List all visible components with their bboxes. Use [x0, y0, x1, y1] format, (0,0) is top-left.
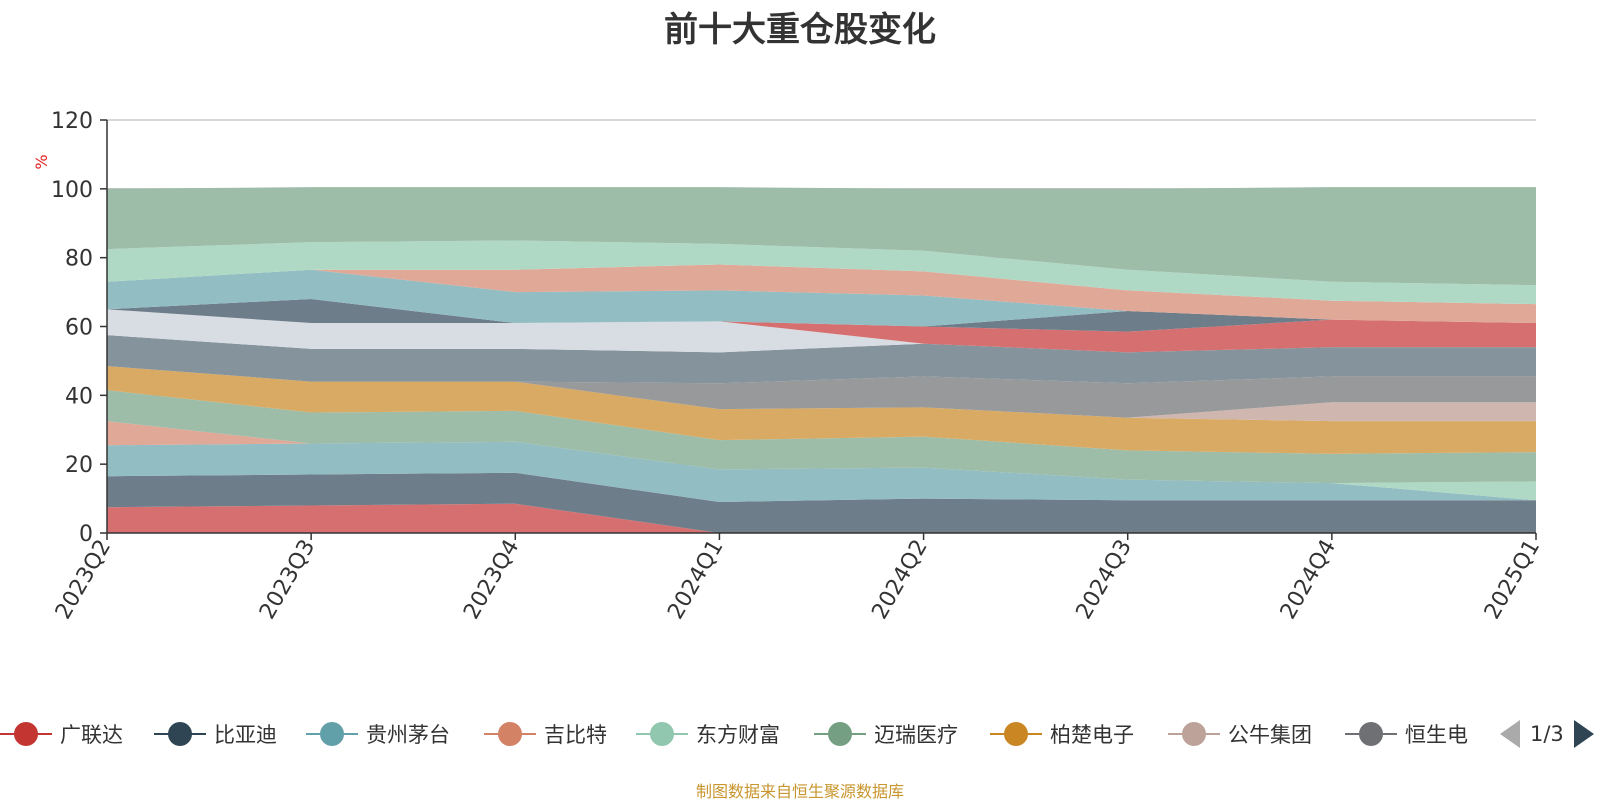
y-axis-label: % [32, 154, 51, 169]
legend-item[interactable]: 贵州茅台 [306, 716, 450, 752]
x-tick-label: 2023Q4 [459, 536, 524, 624]
source-note: 制图数据来自恒生聚源数据库 [695, 782, 904, 800]
legend-label: 比亚迪 [214, 723, 277, 747]
legend-label: 吉比特 [544, 723, 607, 747]
x-tick-label: 2025Q1 [1480, 536, 1545, 624]
y-tick-label: 20 [65, 453, 93, 478]
legend-label: 广联达 [60, 723, 123, 747]
legend-marker-icon [154, 721, 206, 747]
area-series-2 [107, 441, 1536, 503]
x-tick-label: 2024Q4 [1276, 536, 1341, 624]
area-series-9 [107, 335, 1536, 384]
x-tick-label: 2024Q2 [867, 536, 932, 624]
legend-marker-icon [814, 721, 866, 747]
legend-item[interactable]: 迈瑞医疗 [814, 716, 958, 752]
area-series-1 [107, 472, 1536, 533]
y-tick-label: 80 [65, 247, 93, 272]
legend-item[interactable]: 公牛集团 [1168, 716, 1312, 752]
legend-next-icon[interactable] [1573, 720, 1594, 748]
legend-item[interactable]: 东方财富 [636, 716, 780, 752]
legend-prev-icon[interactable] [1500, 720, 1520, 748]
area-series-12 [107, 298, 1536, 332]
area-series-15 [107, 240, 1536, 305]
chart-title: 前十大重仓股变化 [664, 10, 936, 50]
y-tick-label: 0 [79, 522, 93, 547]
legend-item[interactable]: 比亚迪 [154, 716, 277, 752]
area-series-0 [107, 503, 1536, 533]
area-series-7 [107, 366, 1536, 422]
y-tick-label: 60 [65, 316, 93, 341]
area-series-5 [107, 390, 1536, 484]
legend-label: 柏楚电子 [1050, 723, 1134, 747]
area-series-11 [107, 309, 1536, 353]
x-tick-label: 2024Q3 [1072, 536, 1137, 624]
legend-item[interactable]: 恒生电 [1345, 716, 1468, 752]
legend-label: 迈瑞医疗 [874, 723, 958, 747]
legend-marker-icon [990, 721, 1042, 747]
legend-marker-icon [1345, 721, 1397, 747]
y-tick-label: 100 [51, 178, 93, 203]
area-series-16 [107, 187, 1536, 286]
legend-marker-icon [1168, 721, 1220, 747]
legend-label: 恒生电 [1405, 723, 1468, 747]
area-series-14 [107, 264, 1536, 324]
legend-marker-icon [306, 721, 358, 747]
x-tick-label: 2023Q2 [51, 536, 116, 624]
legend-label: 东方财富 [696, 723, 780, 747]
legend-marker-icon [484, 721, 536, 747]
x-tick-label: 2023Q3 [255, 536, 320, 624]
area-layer [107, 187, 1536, 533]
x-tick-label: 2024Q1 [663, 536, 728, 624]
legend-label: 贵州茅台 [366, 723, 450, 747]
area-series-13 [107, 269, 1536, 327]
legend-pager: 1/3 [1500, 716, 1594, 752]
legend-item[interactable]: 柏楚电子 [990, 716, 1134, 752]
legend-marker-icon [0, 721, 52, 747]
legend-label: 公牛集团 [1228, 723, 1312, 747]
y-tick-label: 120 [51, 109, 93, 134]
legend: 广联达 比亚迪 贵州茅台 吉比特 东方财富 迈瑞医疗 柏楚电子 公牛集团 恒生电 [0, 716, 1480, 752]
legend-page-text: 1/3 [1530, 722, 1564, 746]
area-series-10 [107, 309, 1536, 353]
area-series-6 [107, 366, 1536, 454]
area-series-8 [107, 366, 1536, 418]
legend-item[interactable]: 广联达 [0, 716, 123, 752]
y-tick-label: 40 [65, 384, 93, 409]
legend-marker-icon [636, 721, 688, 747]
legend-item[interactable]: 吉比特 [484, 716, 607, 752]
